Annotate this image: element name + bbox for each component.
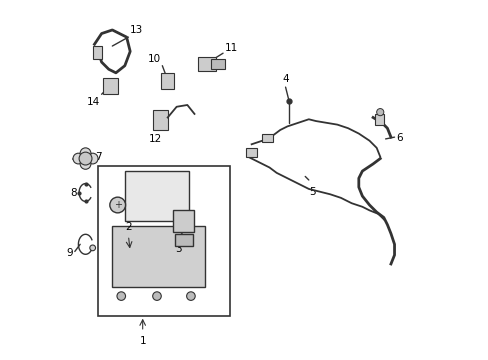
Bar: [112, 226, 205, 287]
Bar: [93, 46, 102, 59]
Text: 10: 10: [147, 54, 160, 64]
Circle shape: [80, 148, 91, 158]
Text: 1: 1: [139, 337, 146, 346]
Bar: [210, 59, 224, 69]
Bar: [153, 111, 167, 130]
Circle shape: [73, 153, 83, 164]
Bar: [173, 210, 194, 232]
Text: +: +: [113, 200, 122, 210]
Text: 6: 6: [395, 133, 402, 143]
Text: 9: 9: [66, 248, 73, 258]
Bar: [124, 171, 189, 221]
Circle shape: [110, 197, 125, 213]
Bar: [103, 78, 118, 94]
Bar: [246, 148, 257, 157]
Text: 4: 4: [282, 73, 288, 84]
Text: 14: 14: [86, 97, 100, 107]
Circle shape: [80, 158, 91, 169]
Text: 12: 12: [148, 134, 162, 144]
Text: 8: 8: [70, 188, 77, 198]
Text: 5: 5: [308, 187, 315, 197]
Bar: [160, 73, 174, 89]
Circle shape: [87, 153, 98, 164]
Bar: [198, 57, 216, 71]
Bar: [98, 166, 230, 316]
Circle shape: [186, 292, 195, 300]
Bar: [374, 114, 383, 125]
Text: 2: 2: [125, 222, 131, 232]
Circle shape: [376, 109, 383, 116]
Bar: [262, 134, 272, 143]
Circle shape: [117, 292, 125, 300]
Text: 7: 7: [95, 152, 102, 162]
Bar: [175, 234, 192, 246]
Text: 13: 13: [130, 25, 143, 35]
Circle shape: [152, 292, 161, 300]
Text: 11: 11: [224, 43, 238, 53]
Circle shape: [79, 152, 92, 165]
Text: 3: 3: [175, 244, 182, 254]
Circle shape: [90, 245, 95, 251]
